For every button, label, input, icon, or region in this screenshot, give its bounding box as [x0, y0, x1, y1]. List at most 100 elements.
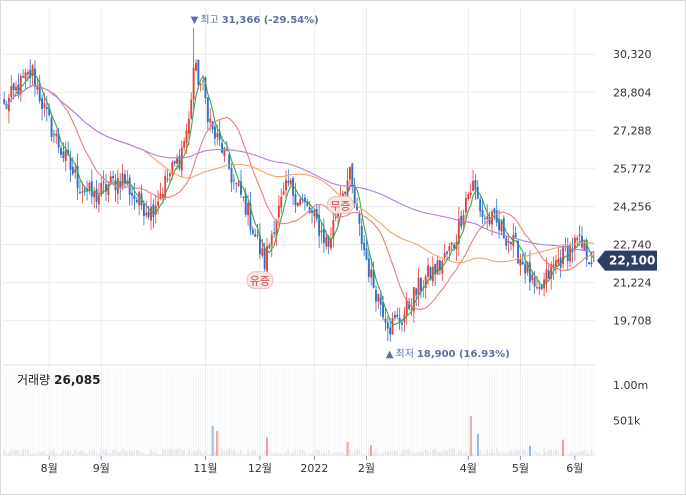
- candle-body: [306, 201, 309, 206]
- candle-body: [353, 185, 356, 204]
- candle-body: [313, 210, 316, 217]
- candle-body: [135, 199, 138, 203]
- candle-body: [199, 83, 202, 85]
- candle-body: [24, 72, 27, 79]
- candle-body: [389, 327, 392, 335]
- candle-body: [436, 260, 439, 275]
- event-badge: [246, 271, 274, 290]
- candle-body: [358, 213, 361, 224]
- max-marker-arrow: ▼: [191, 15, 199, 26]
- min-marker-value: 18,900 (16.93%): [417, 349, 510, 360]
- candle-body: [38, 82, 41, 101]
- candle-body: [161, 193, 164, 198]
- candle-body: [79, 192, 81, 194]
- candle-body: [240, 181, 242, 195]
- candle-body: [45, 107, 48, 110]
- candle-body: [509, 241, 512, 245]
- candle-body: [289, 180, 292, 185]
- candle-body: [55, 133, 58, 137]
- candle-body: [230, 168, 233, 183]
- candle-body: [69, 156, 72, 170]
- candle-body: [105, 184, 107, 192]
- candle-body: [19, 76, 22, 94]
- candle-body: [52, 134, 55, 136]
- candle-body: [296, 202, 299, 206]
- candle-body: [526, 261, 529, 273]
- candle-body: [438, 260, 441, 271]
- candle-body: [268, 245, 271, 249]
- candle-body: [157, 201, 160, 206]
- candle-body: [232, 180, 235, 182]
- candle-body: [384, 318, 387, 323]
- candle-body: [277, 205, 280, 218]
- candle-body: [322, 228, 325, 243]
- candle-body: [365, 248, 368, 260]
- price-tick-label: 30,320: [613, 48, 652, 61]
- candle-body: [315, 208, 318, 219]
- candle-body: [448, 246, 451, 252]
- candle-body: [242, 196, 245, 198]
- candle-body: [552, 264, 555, 268]
- candle-body: [95, 189, 98, 202]
- candle-body: [578, 234, 581, 236]
- candle-body: [223, 148, 226, 157]
- candle-body: [100, 183, 103, 196]
- candle-body: [237, 183, 240, 186]
- candle-body: [367, 258, 370, 277]
- candle-body: [417, 277, 420, 295]
- candle-body: [173, 160, 176, 164]
- candle-body: [453, 244, 456, 249]
- event-badge: [327, 195, 354, 214]
- candle-body: [109, 176, 112, 184]
- candle-body: [408, 301, 411, 309]
- candle-body: [204, 77, 207, 99]
- candle-body: [557, 259, 560, 264]
- candle-body: [282, 191, 285, 195]
- candle-body: [171, 162, 174, 175]
- candle-body: [590, 262, 593, 265]
- candle-body: [247, 203, 250, 216]
- candle-body: [60, 148, 62, 155]
- candle-body: [545, 269, 548, 283]
- time-tick-label: 2월: [358, 462, 375, 475]
- candle-body: [486, 216, 489, 220]
- candle-body: [64, 149, 67, 161]
- candle-body: [209, 118, 212, 123]
- time-tick-label: 6월: [566, 462, 583, 475]
- candle-body: [7, 97, 10, 112]
- volume-title-value: 26,085: [54, 373, 100, 387]
- candle-body: [93, 192, 96, 198]
- volume-axis: 1.00m 501k: [613, 379, 648, 428]
- candle-body: [427, 265, 430, 277]
- candle-body: [498, 219, 501, 231]
- candle-body: [517, 240, 519, 264]
- time-tick-label: 11월: [193, 462, 217, 475]
- current-price-badge: [597, 250, 657, 271]
- candle-body: [133, 195, 136, 199]
- current-price-label: 22,100: [609, 254, 655, 268]
- candle-body: [197, 59, 200, 86]
- candle-body: [102, 181, 105, 183]
- candle-body: [213, 126, 216, 139]
- candle-body: [273, 232, 276, 235]
- candle-body: [401, 322, 403, 325]
- candle-body: [576, 237, 579, 241]
- candle-body: [145, 212, 148, 216]
- candle-body: [356, 203, 358, 210]
- candle-body: [500, 221, 503, 232]
- annotations: 거래량 26,085 ▼ 최고 31,366 (-29.54%) ▲ 최저 18,900 (1…: [17, 14, 510, 387]
- candle-body: [443, 252, 446, 258]
- candle-body: [88, 182, 91, 190]
- candle-body: [528, 262, 531, 283]
- candle-body: [178, 155, 181, 169]
- candle-body: [464, 197, 467, 213]
- candle-body: [348, 167, 351, 180]
- max-marker-label: 최고: [200, 14, 218, 26]
- candle-body: [10, 86, 13, 98]
- candle-body: [22, 76, 25, 78]
- candle-body: [285, 180, 287, 191]
- candle-body: [235, 183, 238, 185]
- candle-body: [126, 180, 129, 185]
- candle-body: [3, 98, 6, 104]
- event-label: 유증: [250, 275, 270, 288]
